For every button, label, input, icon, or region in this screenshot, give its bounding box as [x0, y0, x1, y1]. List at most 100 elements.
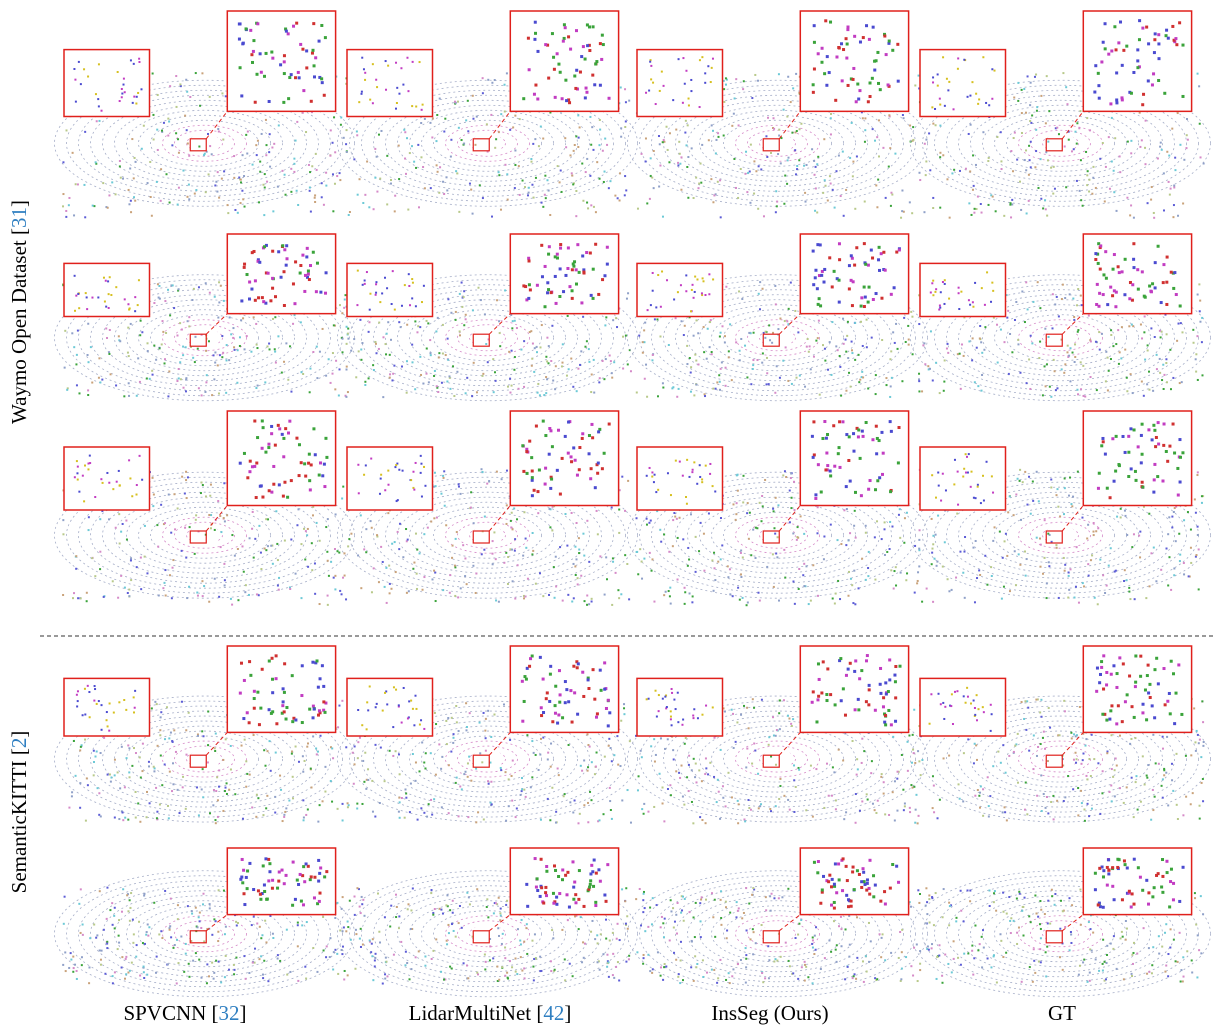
scan-point [345, 342, 348, 345]
inset-point [387, 469, 390, 472]
inset-point [585, 251, 589, 255]
inset-point [891, 48, 895, 52]
inset-point [294, 718, 298, 722]
scan-point [427, 322, 430, 325]
scan-point [123, 786, 126, 789]
scan-point [188, 585, 191, 588]
scan-point [218, 769, 221, 772]
scan-point [1074, 585, 1077, 588]
scan-point [636, 207, 639, 210]
scan-point [347, 213, 350, 216]
scan-ring [90, 289, 319, 387]
scan-point [584, 345, 587, 348]
scan-point [415, 166, 418, 169]
inset-point [371, 63, 374, 66]
inset-point [582, 271, 586, 275]
scan-point [767, 116, 770, 119]
scan-point [1131, 546, 1134, 549]
scan-point [864, 531, 867, 534]
scan-point [435, 723, 438, 726]
scan-point [1052, 165, 1055, 168]
inset-point [1120, 96, 1124, 100]
scan-point [326, 603, 329, 606]
scan-point [567, 593, 570, 596]
inset-point [97, 98, 100, 101]
scan-point [172, 762, 175, 765]
scan-point [624, 554, 627, 557]
scan-point [645, 517, 648, 520]
zoom-region [762, 530, 780, 544]
scan-point [748, 331, 751, 334]
scan-point [402, 556, 405, 559]
inset-point [584, 86, 588, 90]
scan-point [513, 368, 516, 371]
scan-point [318, 539, 321, 542]
scan-point [151, 369, 154, 372]
scan-point [907, 343, 910, 346]
scan-point [1064, 297, 1067, 300]
scan-point [493, 79, 496, 82]
scan-point [721, 544, 724, 547]
inset-point [991, 68, 994, 71]
scan-point [160, 129, 163, 132]
scan-point [292, 797, 295, 800]
inset-point [250, 53, 254, 57]
inset-point [364, 78, 367, 81]
scan-ring [699, 109, 856, 177]
scan-point [783, 470, 786, 473]
scan-point [942, 389, 945, 392]
scan-point [236, 211, 239, 214]
inset-point [709, 472, 712, 475]
scan-point [130, 557, 133, 560]
scan-point [369, 520, 372, 523]
scan-point [155, 817, 158, 820]
inset-point [121, 92, 124, 95]
scan-point [254, 537, 257, 540]
scan-point [984, 326, 987, 329]
scan-point [1200, 341, 1203, 344]
scan-point [757, 292, 760, 295]
scan-point [1050, 395, 1053, 398]
inset-point [1141, 26, 1145, 30]
scan-point [598, 144, 601, 147]
inset-point [313, 453, 317, 457]
scan-point [165, 332, 168, 335]
scan-point [619, 86, 622, 89]
scan-point [458, 292, 461, 295]
scan-point [1089, 376, 1092, 379]
scan-point [334, 588, 337, 591]
inset-point [73, 68, 76, 71]
inset-point [77, 292, 80, 295]
inset-point [136, 304, 139, 307]
scan-point [507, 778, 510, 781]
scan-point [1016, 158, 1019, 161]
scan-point [1072, 495, 1075, 498]
scan-point [735, 341, 738, 344]
inset-point [573, 74, 577, 78]
scan-point [924, 363, 927, 366]
scan-point [626, 789, 629, 792]
inset-point [587, 452, 591, 456]
scan-point [1061, 283, 1064, 286]
scan-point [874, 139, 877, 142]
inset-point [1136, 268, 1140, 272]
scan-point [463, 773, 466, 776]
inset-point [1178, 304, 1182, 308]
scan-point [774, 303, 777, 306]
scan-point [251, 163, 254, 166]
scan-point [873, 536, 876, 539]
inset-point [823, 420, 827, 424]
inset-point [1109, 285, 1113, 289]
scan-point [739, 573, 742, 576]
scan-point [793, 602, 796, 605]
scan-point [1176, 339, 1179, 342]
scan-point [1101, 142, 1104, 145]
inset-point [1141, 103, 1145, 107]
scan-point [372, 369, 375, 372]
scan-point [1054, 303, 1057, 306]
scan-point [986, 583, 989, 586]
scan-point [514, 538, 517, 541]
scan-point [777, 328, 780, 331]
inset-point [1178, 438, 1182, 442]
scan-point [280, 371, 283, 374]
